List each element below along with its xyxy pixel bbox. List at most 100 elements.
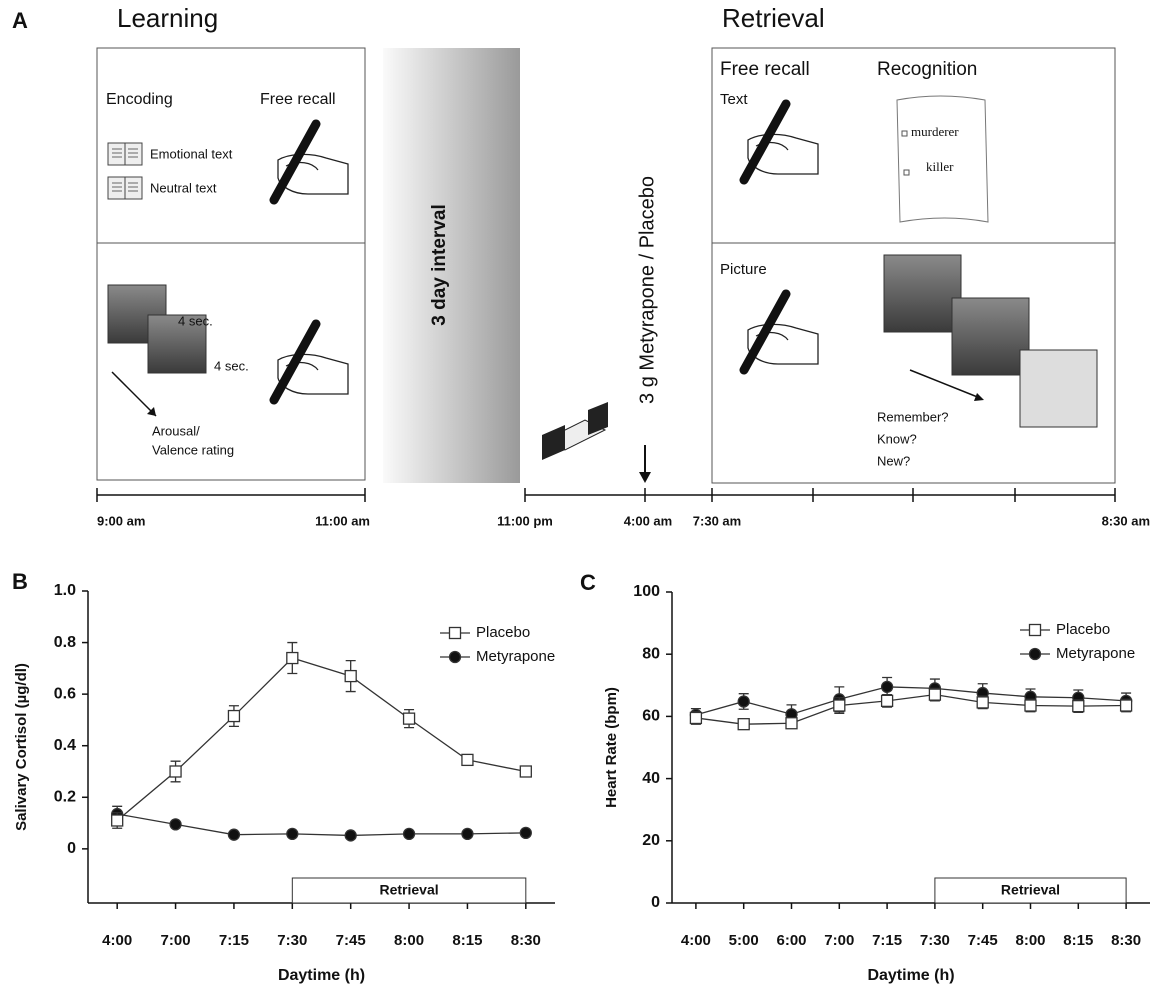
x-tick-label: 8:15 (1063, 932, 1093, 949)
y-tick-label: 0 (651, 894, 660, 911)
y-tick-label: 60 (642, 708, 660, 725)
y-tick-label: 0.8 (54, 634, 76, 651)
time-label: 8:30 am (1102, 513, 1150, 528)
label: New? (877, 453, 910, 468)
x-axis-label: Daytime (h) (867, 967, 954, 984)
photo (1020, 350, 1097, 427)
y-axis-label: Heart Rate (bpm) (603, 687, 620, 808)
label: Neutral text (150, 180, 217, 195)
marker (1073, 701, 1084, 712)
x-tick-label: 8:00 (394, 932, 424, 949)
label: Text (720, 91, 748, 108)
marker (404, 828, 415, 839)
x-tick-label: 8:00 (1015, 932, 1045, 949)
learning-box (97, 48, 365, 480)
panel-label: C (580, 570, 596, 595)
section-title: Learning (117, 3, 218, 33)
x-tick-label: 7:00 (161, 932, 191, 949)
x-tick-label: 8:30 (1111, 932, 1141, 949)
book-icon (108, 143, 142, 165)
interval-label: 3 day interval (429, 204, 450, 325)
x-tick-label: 8:30 (511, 932, 541, 949)
x-tick-label: 7:15 (219, 932, 249, 949)
marker (834, 700, 845, 711)
marker (462, 828, 473, 839)
x-tick-label: 8:15 (452, 932, 482, 949)
x-tick-label: 7:15 (872, 932, 902, 949)
annotation: Retrieval (379, 882, 438, 898)
pen-icon (744, 104, 818, 180)
legend-label: Metyrapone (476, 648, 555, 665)
legend-label: Placebo (476, 624, 530, 641)
label: 4 sec. (214, 358, 249, 373)
y-tick-label: 100 (633, 583, 660, 600)
arrow-head (974, 393, 984, 401)
label: Free recall (720, 59, 810, 80)
marker (738, 696, 749, 707)
photo (884, 255, 961, 332)
marker (520, 827, 531, 838)
marker (738, 719, 749, 730)
y-tick-label: 20 (642, 832, 660, 849)
word: murderer (911, 124, 959, 139)
label: Know? (877, 431, 917, 446)
y-tick-label: 80 (642, 645, 660, 662)
time-label: 11:00 am (315, 513, 370, 528)
marker (228, 829, 239, 840)
pen-icon (274, 324, 348, 400)
marker (450, 652, 461, 663)
label: Remember? (877, 409, 949, 424)
y-tick-label: 0 (67, 840, 76, 857)
x-tick-label: 6:00 (776, 932, 806, 949)
bed-icon (542, 402, 608, 460)
x-tick-label: 5:00 (729, 932, 759, 949)
marker (977, 697, 988, 708)
label: Recognition (877, 59, 977, 80)
legend-label: Metyrapone (1056, 645, 1135, 662)
x-tick-label: 7:45 (968, 932, 998, 949)
section-title: Retrieval (722, 3, 825, 33)
marker (690, 712, 701, 723)
marker (450, 628, 461, 639)
series-line (696, 695, 1126, 725)
series-line (696, 687, 1126, 715)
book-icon (108, 177, 142, 199)
marker (287, 653, 298, 664)
label: Valence rating (152, 442, 234, 457)
x-tick-label: 4:00 (102, 932, 132, 949)
time-label: 4:00 am (624, 513, 672, 528)
x-tick-label: 7:30 (277, 932, 307, 949)
arrow (112, 372, 156, 416)
timeline (97, 488, 1115, 502)
marker (170, 819, 181, 830)
marker (462, 754, 473, 765)
y-tick-label: 1.0 (54, 582, 76, 599)
marker (1030, 625, 1041, 636)
arrow-head (639, 472, 651, 483)
marker (1025, 700, 1036, 711)
time-label: 9:00 am (97, 513, 145, 528)
marker (404, 713, 415, 724)
marker (520, 766, 531, 777)
label: Encoding (106, 91, 173, 108)
time-label: 7:30 am (693, 513, 741, 528)
x-tick-label: 4:00 (681, 932, 711, 949)
interval-band (383, 48, 520, 483)
series-line (117, 658, 526, 820)
marker (1121, 700, 1132, 711)
y-tick-label: 40 (642, 770, 660, 787)
marker (882, 681, 893, 692)
panel-a: A Learning Retrieval Encoding Free recal… (12, 3, 1150, 529)
y-tick-label: 0.2 (54, 788, 76, 805)
word: killer (926, 159, 954, 174)
marker (345, 830, 356, 841)
figure: A Learning Retrieval Encoding Free recal… (0, 0, 1158, 995)
label: Picture (720, 261, 767, 278)
y-axis-label: Salivary Cortisol (µg/dl) (13, 663, 30, 831)
x-tick-label: 7:45 (336, 932, 366, 949)
legend-label: Placebo (1056, 621, 1110, 638)
marker (929, 689, 940, 700)
marker (1030, 649, 1041, 660)
label: 4 sec. (178, 313, 213, 328)
pen-icon (274, 124, 348, 200)
